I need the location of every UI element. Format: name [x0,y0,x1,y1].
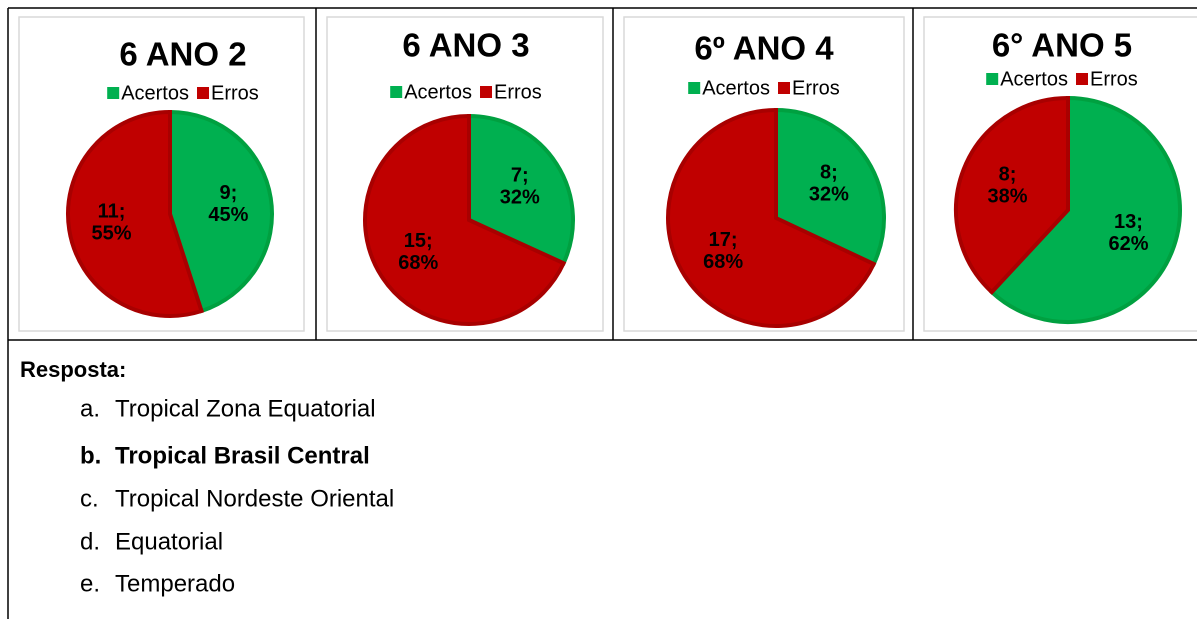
pie-slice [774,107,886,267]
pie-slice [666,107,877,328]
pie-slice [954,95,1070,295]
data-label: 55% [92,223,132,245]
option-text: Equatorial [115,528,223,555]
legend-swatch [197,87,210,99]
pie-slice [66,109,205,318]
answer-title: Resposta: [20,357,126,382]
legend-label: Erros [792,77,840,99]
data-label: 15; [404,230,433,252]
pie-slice [467,113,575,266]
data-label: 68% [703,251,743,273]
chart-title: 6 ANO 2 [119,36,246,73]
option-text: Tropical Brasil Central [115,442,370,469]
data-label: 13; [1114,211,1143,233]
pie-slice [168,109,274,314]
option-marker: c. [80,485,99,512]
table-frame [7,7,1197,619]
data-label: 17; [709,229,738,251]
data-label: 45% [208,204,248,226]
option-marker: b. [80,442,101,469]
legend-label: Acertos [1000,68,1068,90]
pie-slice [363,113,567,326]
legend-label: Acertos [702,77,770,99]
option-text: Tropical Nordeste Oriental [115,485,394,512]
legend-swatch [107,87,120,99]
option-text: Temperado [115,570,235,597]
legend-swatch [1076,73,1089,85]
legend-swatch [986,73,999,85]
option-text: Tropical Zona Equatorial [115,395,376,422]
legend-swatch [480,86,493,98]
data-label: 68% [398,252,438,274]
data-label: 11; [98,201,126,223]
data-label: 7; [511,165,529,187]
option-marker: e. [80,570,100,597]
pie-slice [988,95,1182,324]
chart-title: 6º ANO 4 [694,30,834,67]
legend-label: Acertos [121,82,189,104]
option-marker: d. [80,528,100,555]
legend-label: Erros [211,82,259,104]
legend-label: Erros [494,81,542,103]
data-label: 8; [999,164,1017,186]
data-label: 32% [500,187,540,209]
legend-swatch [688,82,701,94]
data-label: 62% [1108,233,1148,255]
legend-swatch [778,82,791,94]
chart-title: 6 ANO 3 [402,27,529,64]
chart-title: 6° ANO 5 [992,27,1132,64]
data-label: 9; [220,182,238,204]
option-marker: a. [80,395,100,422]
data-label: 32% [809,184,849,206]
data-label: 38% [988,186,1028,208]
legend-label: Erros [1090,68,1138,90]
legend-label: Acertos [404,81,472,103]
data-label: 8; [820,162,838,184]
legend-swatch [390,86,403,98]
chart-frames [18,16,1197,332]
